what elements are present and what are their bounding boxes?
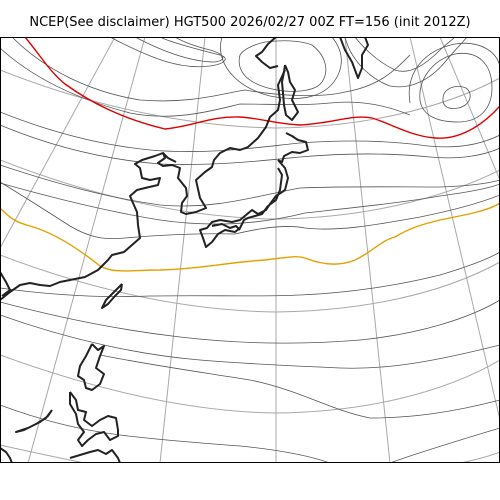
parallel-line (0, 444, 87, 463)
contour-line (0, 181, 236, 240)
contour-line (389, 427, 500, 463)
meridian-line (344, 37, 391, 463)
contour-line (238, 40, 327, 92)
map-background (0, 37, 500, 463)
contour-line (408, 42, 500, 104)
height-contours (0, 37, 500, 463)
contour-line (0, 111, 500, 152)
coastline-taiwan (101, 283, 123, 309)
contour-line (234, 194, 500, 235)
contour-line (442, 86, 471, 109)
coastline-west-edge (0, 271, 11, 297)
coastline-kamchatka (339, 37, 369, 79)
coastline-philippines-central (69, 391, 119, 447)
meridian-line (0, 37, 116, 249)
parallel-line (0, 354, 500, 414)
contour-line (0, 124, 500, 165)
contour-line (0, 47, 411, 117)
meridian-line (439, 37, 500, 181)
contour-line (0, 404, 331, 463)
contour-line (344, 37, 468, 88)
contour-line (419, 52, 493, 123)
coastline-hokkaido (277, 132, 309, 163)
coastline-philippines-mindanao (69, 449, 121, 463)
contour-line (134, 37, 224, 63)
contour-5400-line (0, 202, 500, 272)
contour-line (11, 37, 411, 102)
contour-line (354, 37, 456, 72)
meridian-line (27, 37, 146, 463)
contour-line (220, 37, 342, 99)
parallel-line (0, 254, 500, 313)
coastline-sakhalin (281, 64, 299, 121)
coastline-philippines-luzon (77, 343, 105, 391)
meridian-line (409, 37, 500, 421)
map-canvas (0, 37, 500, 463)
map-title: NCEP(See disclaimer) HGT500 2026/02/27 0… (29, 15, 471, 30)
contour-line (0, 182, 500, 225)
meridian-line (159, 37, 206, 463)
coastlines (0, 37, 369, 463)
contour-line (109, 37, 226, 68)
parallel-line (457, 451, 500, 463)
contour-line (0, 251, 500, 297)
coastline-palawan (15, 409, 53, 433)
contour-line (0, 299, 500, 344)
coastline-honshu (199, 159, 289, 248)
contour-5700-line (24, 37, 500, 139)
contour-line (0, 314, 500, 369)
coastline-borneo-edge (0, 447, 13, 463)
coastline-kyushu-shikoku (211, 223, 241, 231)
coastline-sakhalin-north (255, 37, 279, 69)
coastline-korea (162, 152, 177, 163)
map-panel (0, 37, 500, 463)
contour-line (99, 354, 500, 419)
